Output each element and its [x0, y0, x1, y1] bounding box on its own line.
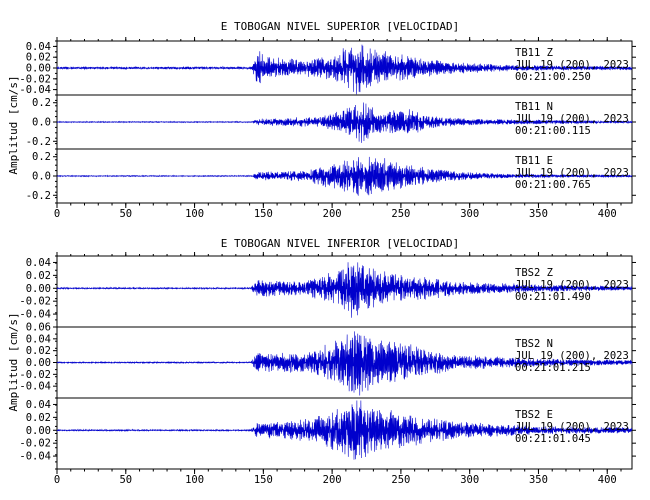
y-tick-label: 0.00	[26, 63, 51, 75]
x-tick-label: 300	[460, 208, 479, 220]
y-tick-label: 0.02	[26, 270, 51, 282]
y-tick-label: 0.02	[26, 345, 51, 357]
upper-chart: E TOBOGAN NIVEL SUPERIOR [VELOCIDAD] Amp…	[7, 20, 636, 220]
record-date: JUL 19 (200), 2023	[515, 350, 629, 362]
station-label: TBS2 E	[515, 409, 553, 421]
y-tick-label: -0.2	[26, 136, 51, 148]
y-tick-label: -0.04	[19, 451, 51, 463]
x-tick-label: 350	[529, 474, 548, 486]
chart-title-upper: E TOBOGAN NIVEL SUPERIOR [VELOCIDAD]	[221, 20, 459, 33]
station-label: TBS2 N	[515, 338, 553, 350]
x-tick-label: 300	[460, 474, 479, 486]
waveform-tbs2-e	[56, 400, 633, 460]
x-tick-label: 400	[598, 208, 617, 220]
y-axis-label-lower: Amplitud [cm/s]	[7, 312, 20, 411]
record-date: JUL 19 (200), 2023	[515, 59, 629, 71]
waveform-tbs2-n	[56, 331, 633, 396]
y-tick-label: 0.2	[32, 151, 51, 163]
x-tick-label: 0	[54, 208, 60, 220]
x-tick-label: 200	[323, 208, 342, 220]
record-date: JUL 19 (200), 2023	[515, 167, 629, 179]
y-tick-label: -0.02	[19, 73, 51, 85]
y-tick-label: -0.02	[19, 296, 51, 308]
x-tick-label: 150	[254, 474, 273, 486]
y-tick-label: -0.04	[19, 309, 51, 321]
y-tick-label: 0.02	[26, 52, 51, 64]
record-time: 00:21:01.045	[515, 433, 591, 445]
y-tick-label: 0.04	[26, 333, 51, 345]
station-label: TB11 Z	[515, 47, 553, 59]
y-axis-label-upper: Amplitud [cm/s]	[7, 75, 20, 174]
y-tick-label: 0.04	[26, 257, 51, 269]
y-tick-label: 0.0	[32, 117, 51, 129]
x-tick-label: 0	[54, 474, 60, 486]
record-date: JUL 19 (200), 2023	[515, 279, 629, 291]
waveform-tb11-z	[56, 44, 633, 95]
y-tick-label: 0.04	[26, 399, 51, 411]
y-tick-label: 0.06	[26, 322, 51, 334]
y-tick-label: 0.0	[32, 171, 51, 183]
y-tick-label: -0.04	[19, 381, 51, 393]
y-tick-label: 0.00	[26, 283, 51, 295]
y-tick-label: 0.2	[32, 97, 51, 109]
record-time: 00:21:00.765	[515, 179, 591, 191]
x-tick-label: 150	[254, 208, 273, 220]
record-date: JUL 19 (200), 2023	[515, 113, 629, 125]
x-tick-label: 250	[391, 208, 410, 220]
record-time: 00:21:00.250	[515, 71, 591, 83]
x-tick-label: 100	[185, 474, 204, 486]
y-tick-label: 0.04	[26, 41, 51, 53]
waveform-tb11-n	[56, 102, 633, 143]
x-tick-label: 400	[598, 474, 617, 486]
record-time: 00:21:00.115	[515, 125, 591, 137]
waveform-tbs2-z	[56, 262, 633, 318]
record-time: 00:21:01.490	[515, 291, 591, 303]
y-tick-label: -0.02	[19, 438, 51, 450]
lower-chart: E TOBOGAN NIVEL INFERIOR [VELOCIDAD] Amp…	[7, 237, 636, 486]
x-tick-label: 100	[185, 208, 204, 220]
station-label: TB11 E	[515, 155, 553, 167]
station-label: TBS2 Z	[515, 267, 553, 279]
x-tick-label: 350	[529, 208, 548, 220]
x-tick-label: 50	[119, 474, 132, 486]
record-date: JUL 19 (200), 2023	[515, 421, 629, 433]
y-tick-label: -0.2	[26, 190, 51, 202]
y-tick-label: 0.02	[26, 412, 51, 424]
station-label: TB11 N	[515, 101, 553, 113]
x-tick-label: 250	[391, 474, 410, 486]
record-time: 00:21:01.215	[515, 362, 591, 374]
waveform-tb11-e	[56, 156, 633, 196]
x-tick-label: 50	[119, 208, 132, 220]
x-tick-label: 200	[323, 474, 342, 486]
y-tick-label: -0.02	[19, 369, 51, 381]
y-tick-label: 0.00	[26, 357, 51, 369]
y-tick-label: 0.00	[26, 425, 51, 437]
chart-title-lower: E TOBOGAN NIVEL INFERIOR [VELOCIDAD]	[221, 237, 459, 250]
y-tick-label: -0.04	[19, 84, 51, 96]
